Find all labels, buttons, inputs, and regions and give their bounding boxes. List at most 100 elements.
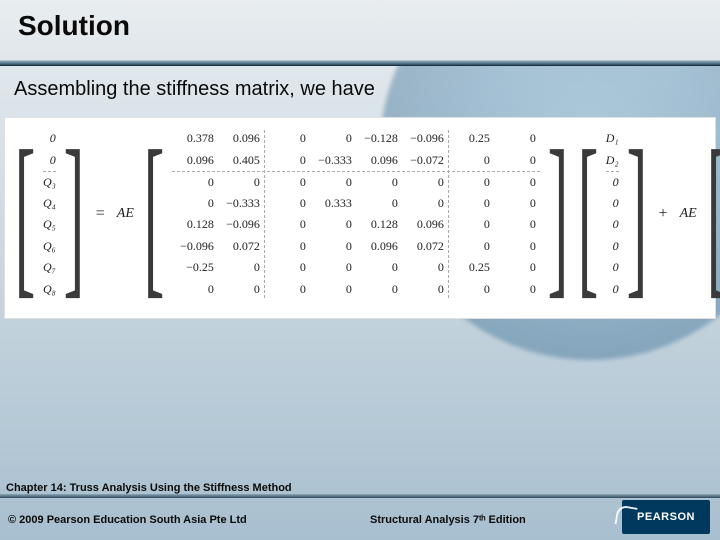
cell: 0	[172, 172, 218, 192]
cell: 0	[606, 193, 619, 214]
cell: 0	[172, 279, 218, 300]
cell: 0	[606, 279, 619, 300]
cell: 0	[218, 172, 264, 192]
cell: 0.128	[356, 214, 402, 235]
cell: 0.405	[218, 150, 264, 171]
cell: Q₄	[43, 193, 56, 214]
cell: 0	[310, 257, 356, 278]
cell: 0	[43, 128, 56, 149]
cell: 0	[264, 279, 310, 300]
cell: 0	[356, 193, 402, 214]
cell: −0.128	[356, 128, 402, 149]
pearson-logo: PEARSON	[622, 500, 710, 534]
equals-sign: =	[96, 205, 105, 223]
matrix-row: 0.0960.4050−0.3330.096−0.07200	[172, 150, 540, 171]
cell: 0	[606, 257, 619, 278]
subtitle: Assembling the stiffness matrix, we have	[0, 64, 720, 107]
cell: 0	[356, 279, 402, 300]
lhs-vector: 00Q₃Q₄Q₅Q₆Q₇Q₈	[43, 128, 56, 300]
cell: 0.096	[218, 128, 264, 149]
cell: 0.096	[356, 150, 402, 171]
cell: 0	[402, 279, 448, 300]
cell: 0	[264, 236, 310, 257]
cell: 0.096	[356, 236, 402, 257]
bracket-close-lhs: ]	[63, 129, 84, 299]
cell: 0.072	[402, 236, 448, 257]
cell: 0	[356, 172, 402, 192]
cell: 0	[218, 257, 264, 278]
cell: 0	[310, 214, 356, 235]
cell: 0.072	[218, 236, 264, 257]
cell: 0.128	[172, 214, 218, 235]
cell: 0	[356, 257, 402, 278]
matrix-row: 00000000	[172, 171, 540, 192]
cell: 0	[494, 236, 540, 257]
partition-vline-2	[448, 130, 449, 298]
cell: 0.096	[172, 150, 218, 171]
cell: 0	[172, 193, 218, 214]
cell: 0	[43, 150, 56, 171]
cell: 0	[448, 172, 494, 192]
matrix-row: −0.25000000.250	[172, 257, 540, 278]
matrix-row: 0.3780.09600−0.128−0.0960.250	[172, 128, 540, 149]
title-bar: Solution	[0, 0, 720, 64]
matrix-row: 00000000	[172, 279, 540, 300]
cell: 0	[606, 171, 619, 192]
stiffness-matrix: 0.3780.09600−0.128−0.0960.2500.0960.4050…	[172, 128, 540, 300]
cell: 0	[448, 279, 494, 300]
cell: 0	[264, 193, 310, 214]
bracket-open-R: [	[706, 129, 720, 299]
slide-title: Solution	[18, 10, 702, 42]
bracket-open-lhs: [	[14, 129, 35, 299]
cell: Q₇	[43, 257, 56, 278]
cell: D₂	[606, 150, 619, 171]
cell: Q₃	[43, 171, 56, 192]
cell: 0	[448, 150, 494, 171]
plus-sign: +	[659, 205, 668, 223]
matrix-row: 0.128−0.096000.1280.09600	[172, 214, 540, 235]
cell: −0.096	[218, 214, 264, 235]
cell: Q₆	[43, 236, 56, 257]
bracket-close-D: ]	[626, 129, 647, 299]
copyright: © 2009 Pearson Education South Asia Pte …	[8, 514, 247, 526]
displacement-vector: D₁D₂000000	[606, 128, 619, 300]
cell: 0	[310, 236, 356, 257]
bracket-open-K: [	[143, 129, 164, 299]
cell: −0.333	[310, 150, 356, 171]
cell: 0	[606, 214, 619, 235]
footer-divider	[0, 494, 720, 498]
cell: 0	[448, 236, 494, 257]
cell: 0	[264, 214, 310, 235]
cell: 0	[402, 172, 448, 192]
matrix-row: −0.0960.072000.0960.07200	[172, 236, 540, 257]
cell: 0	[264, 257, 310, 278]
chapter-label: Chapter 14: Truss Analysis Using the Sti…	[6, 482, 292, 494]
cell: 0	[494, 150, 540, 171]
cell: 0.25	[448, 257, 494, 278]
book-title: Structural Analysis 7ᵗʰ Edition	[370, 514, 526, 526]
cell: 0.333	[310, 193, 356, 214]
cell: 0	[448, 214, 494, 235]
cell: −0.096	[402, 128, 448, 149]
cell: 0	[264, 172, 310, 192]
bracket-close-K: ]	[547, 129, 568, 299]
cell: 0	[606, 236, 619, 257]
cell: 0	[402, 257, 448, 278]
cell: 0	[264, 128, 310, 149]
matrix-row: 0−0.33300.3330000	[172, 193, 540, 214]
cell: 0	[494, 128, 540, 149]
cell: 0	[310, 279, 356, 300]
cell: −0.096	[172, 236, 218, 257]
cell: 0	[494, 257, 540, 278]
bracket-open-D: [	[577, 129, 598, 299]
cell: Q₈	[43, 279, 56, 300]
matrix-equation: [ 00Q₃Q₄Q₅Q₆Q₇Q₈ ] = AE [ 0.3780.09600−0…	[13, 128, 707, 300]
partition-vline-1	[264, 130, 265, 298]
footer: Chapter 14: Truss Analysis Using the Sti…	[0, 486, 720, 540]
logo-text: PEARSON	[637, 511, 695, 523]
cell: −0.072	[402, 150, 448, 171]
cell: 0	[402, 193, 448, 214]
cell: 0	[218, 279, 264, 300]
cell: −0.333	[218, 193, 264, 214]
cell: D₁	[606, 128, 619, 149]
